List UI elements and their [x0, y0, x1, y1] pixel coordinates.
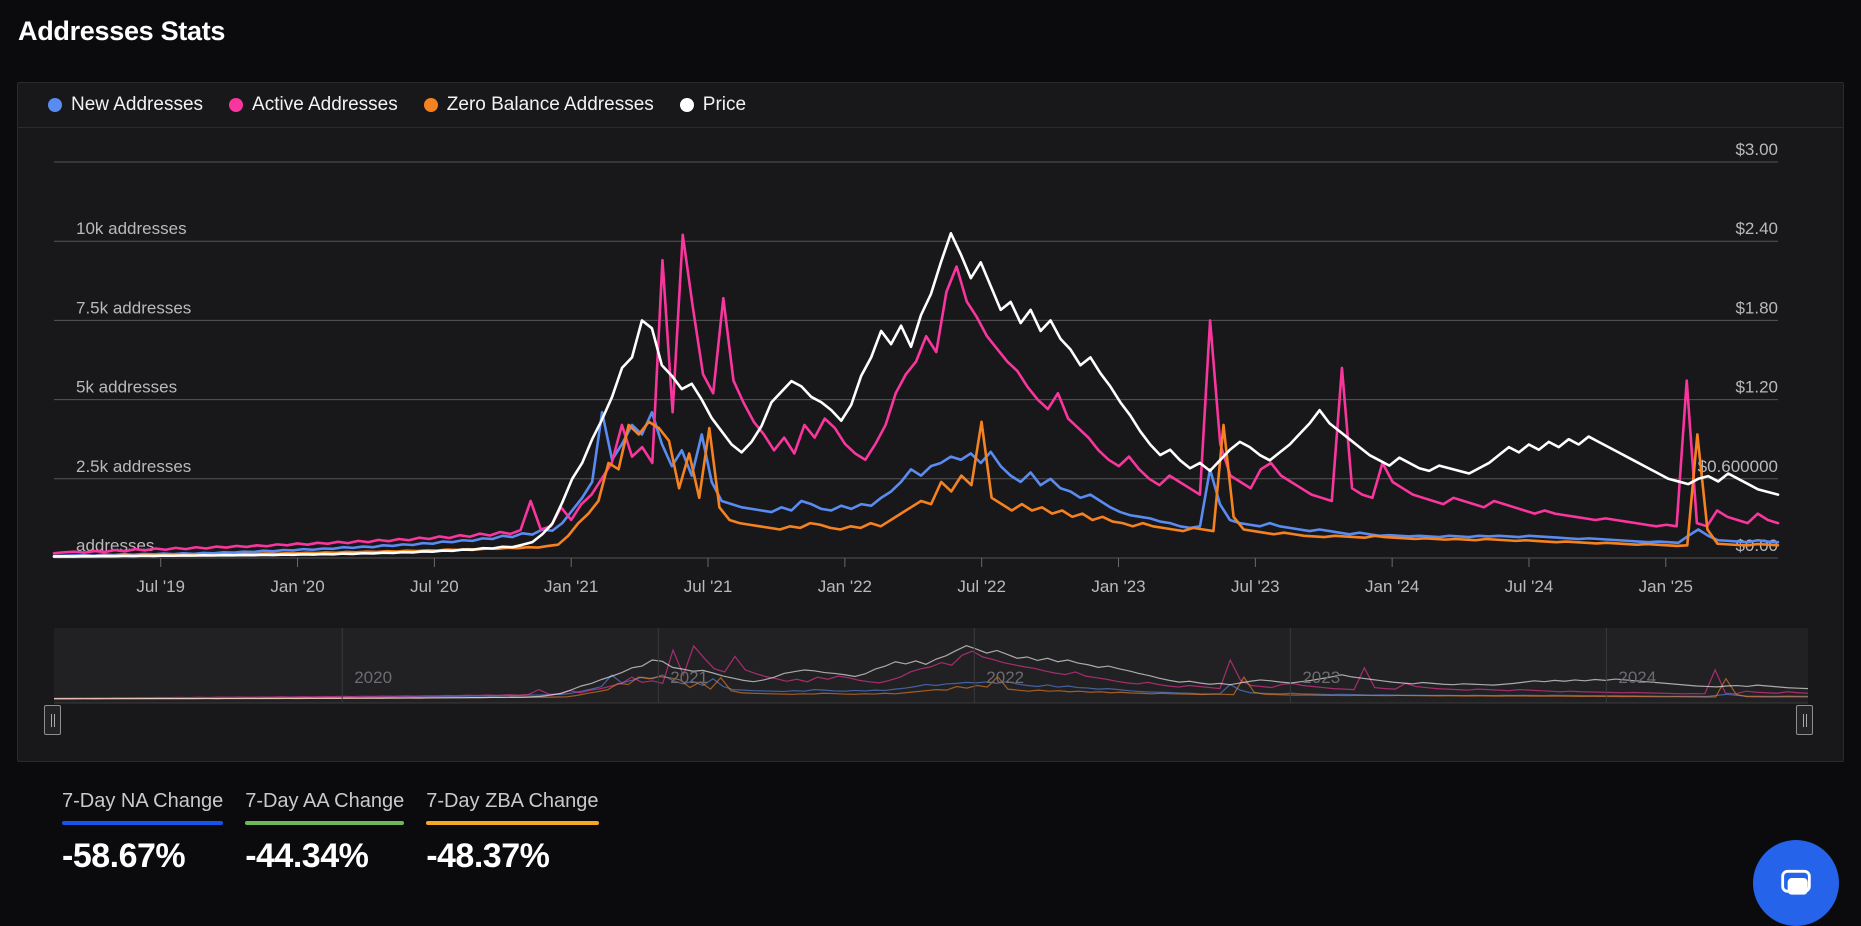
chart-panel: New Addresses Active Addresses Zero Bala… [17, 82, 1844, 762]
legend-dot-icon [229, 98, 243, 112]
chat-bubble-icon [1776, 863, 1816, 903]
x-axis-tick: Jan '20 [270, 577, 324, 596]
navigator-year-label: 2020 [354, 668, 392, 687]
drag-handle-icon [51, 714, 52, 727]
stat-label: 7-Day AA Change [245, 790, 404, 821]
legend-dot-icon [48, 98, 62, 112]
stat-card-zba-change: 7-Day ZBA Change -48.37% [426, 790, 598, 876]
x-axis-tick: Jul '19 [136, 577, 185, 596]
navigator-year-label: 2022 [986, 668, 1024, 687]
navigator-track[interactable] [54, 628, 1808, 703]
legend-label: Price [703, 94, 746, 116]
legend-item-active-addresses[interactable]: Active Addresses [229, 94, 398, 116]
navigator-handle-right[interactable] [1796, 705, 1813, 735]
legend-item-price[interactable]: Price [680, 94, 746, 116]
y-axis-left-tick: 10k addresses [76, 219, 187, 238]
stat-label: 7-Day ZBA Change [426, 790, 598, 821]
drag-handle-icon [1806, 714, 1807, 727]
x-axis-tick: Jul '24 [1505, 577, 1554, 596]
stat-card-na-change: 7-Day NA Change -58.67% [62, 790, 223, 876]
y-axis-left-tick: 2.5k addresses [76, 457, 191, 476]
stat-value: -58.67% [62, 825, 223, 876]
legend-item-zero-balance-addresses[interactable]: Zero Balance Addresses [424, 94, 654, 116]
navigator-year-label: 2024 [1618, 668, 1656, 687]
stats-row: 7-Day NA Change -58.67% 7-Day AA Change … [62, 790, 599, 876]
series-line-new-addresses [54, 412, 1778, 556]
legend-label: Active Addresses [252, 94, 398, 116]
x-axis-tick: Jan '21 [544, 577, 598, 596]
y-axis-left-tick: 5k addresses [76, 378, 177, 397]
stat-label: 7-Day NA Change [62, 790, 223, 821]
navigator-handle-left[interactable] [44, 705, 61, 735]
x-axis-tick: Jul '20 [410, 577, 459, 596]
navigator-year-label: 2021 [670, 668, 708, 687]
legend-label: New Addresses [71, 94, 203, 116]
stat-value: -44.34% [245, 825, 404, 876]
y-axis-right-tick: $2.40 [1735, 219, 1778, 238]
y-axis-right-tick: $1.20 [1735, 378, 1778, 397]
chat-launcher-button[interactable] [1753, 840, 1839, 926]
legend-dot-icon [424, 98, 438, 112]
y-axis-right-tick: $0.600000 [1698, 457, 1778, 476]
legend-label: Zero Balance Addresses [447, 94, 654, 116]
x-axis-tick: Jan '25 [1639, 577, 1693, 596]
stat-value: -48.37% [426, 825, 598, 876]
x-axis-tick: Jan '23 [1091, 577, 1145, 596]
x-axis-tick: Jul '22 [957, 577, 1006, 596]
x-axis-tick: Jan '22 [818, 577, 872, 596]
chart-legend: New Addresses Active Addresses Zero Bala… [18, 83, 1843, 128]
x-axis-tick: Jul '23 [1231, 577, 1280, 596]
y-axis-right-tick: $1.80 [1735, 298, 1778, 317]
drag-handle-icon [54, 714, 55, 727]
chart-svg: $0.00$0.600000$1.20$1.80$2.40$3.00addres… [18, 128, 1843, 761]
x-axis-tick: Jul '21 [684, 577, 733, 596]
legend-item-new-addresses[interactable]: New Addresses [48, 94, 203, 116]
x-axis-tick: Jan '24 [1365, 577, 1419, 596]
drag-handle-icon [1803, 714, 1804, 727]
navigator-year-label: 2023 [1302, 668, 1340, 687]
stat-card-aa-change: 7-Day AA Change -44.34% [245, 790, 404, 876]
legend-dot-icon [680, 98, 694, 112]
page-title: Addresses Stats [0, 0, 1861, 47]
y-axis-right-tick: $3.00 [1735, 140, 1778, 159]
y-axis-left-tick: 7.5k addresses [76, 298, 191, 317]
